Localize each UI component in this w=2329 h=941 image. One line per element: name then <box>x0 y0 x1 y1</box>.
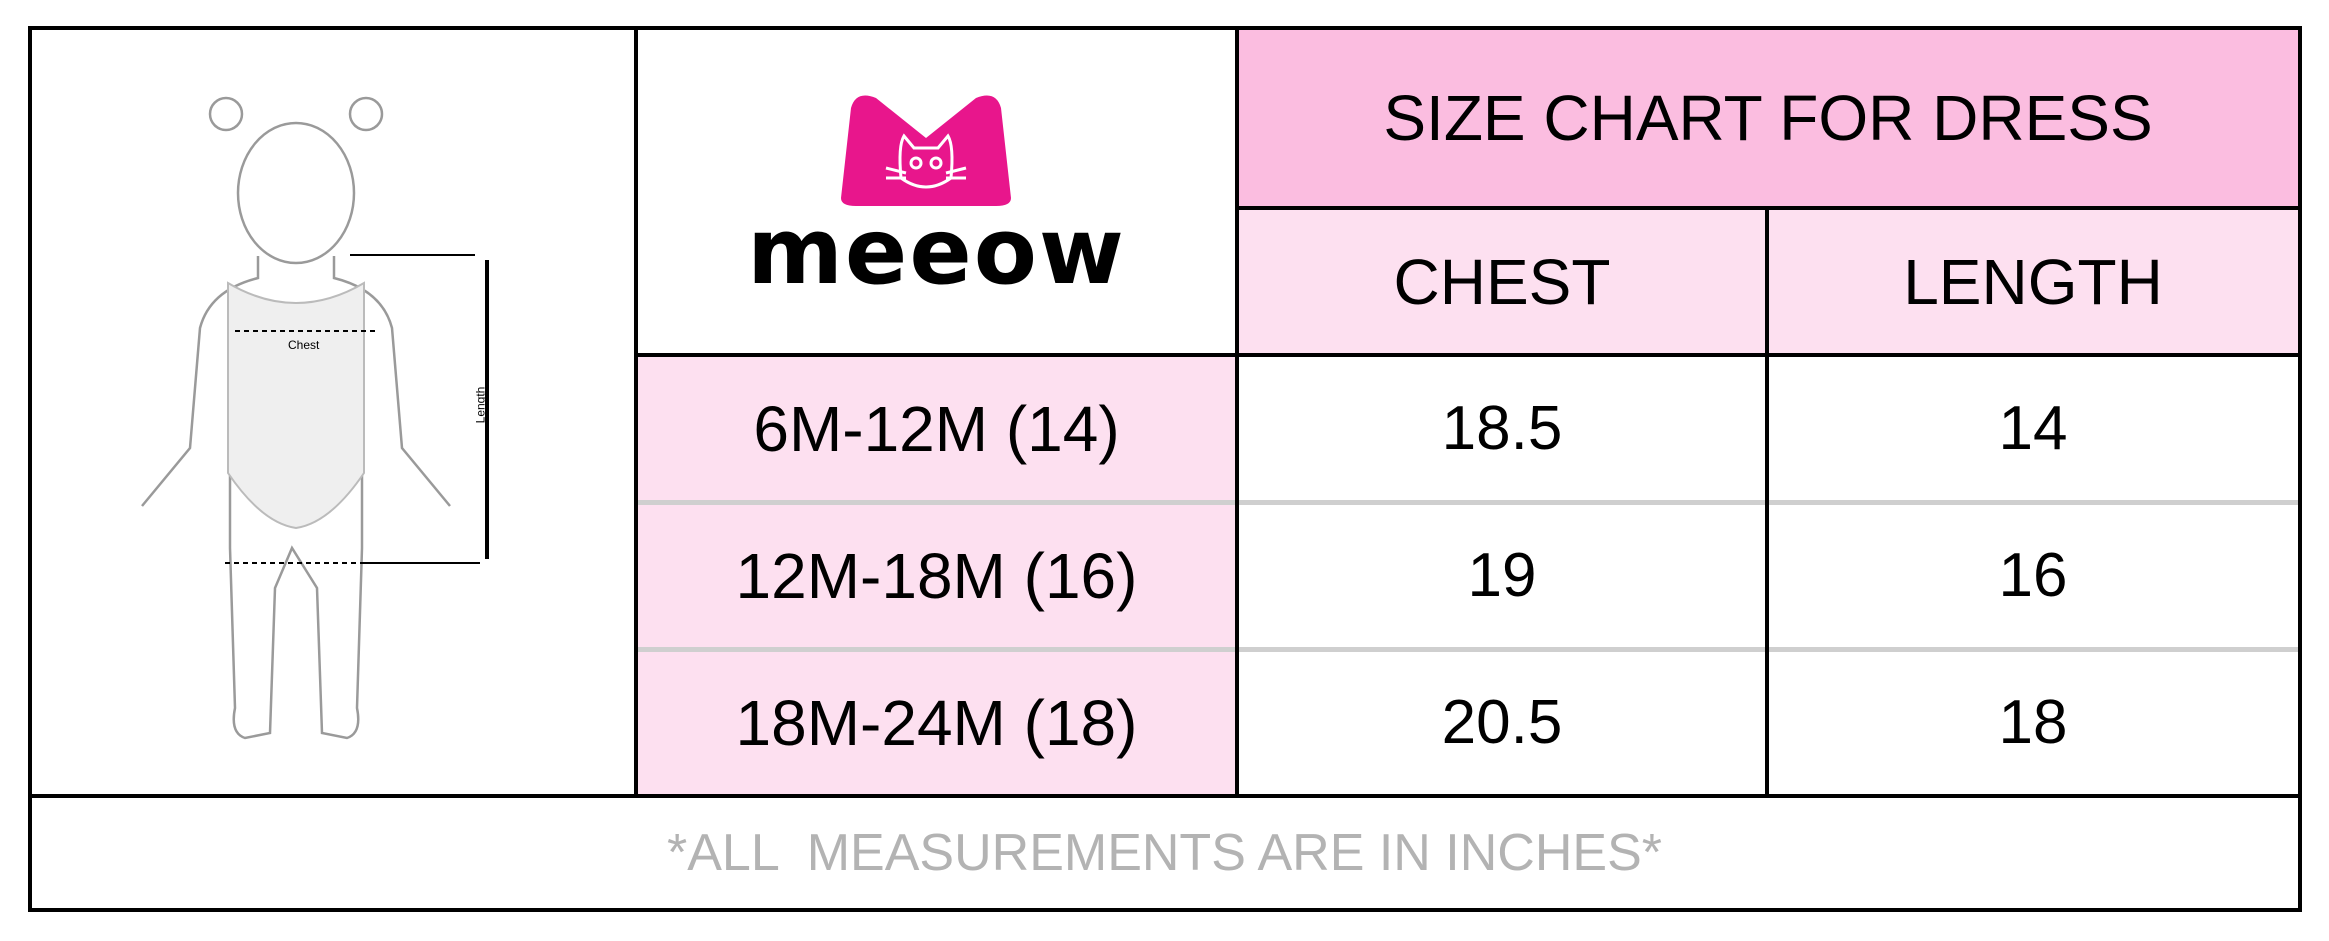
chest-cell: 20.5 <box>1441 688 1563 757</box>
table-border <box>28 794 2302 798</box>
table-border <box>634 26 638 796</box>
length-cell: 18 <box>1998 688 2068 757</box>
brand-name: meeow <box>747 198 1126 305</box>
table-border <box>1235 26 1239 796</box>
size-cell: 6M-12M (14) <box>753 392 1120 465</box>
length-cell: 14 <box>1998 394 2068 463</box>
table-border <box>28 908 2302 912</box>
table-border <box>28 26 32 912</box>
table-border <box>2298 26 2302 912</box>
title-cell-bg <box>1237 28 2299 208</box>
child-measurement-illustration: Chest Length <box>30 28 636 796</box>
table-border <box>1765 206 1769 796</box>
brand-logo: meeow <box>636 28 1237 355</box>
meeow-m-cat-logo-icon <box>841 95 1011 206</box>
table-border <box>1237 206 2302 210</box>
child-figure-icon <box>141 96 489 740</box>
table-border <box>636 353 2302 357</box>
size-column-bg <box>636 355 1237 796</box>
footnote: *ALL MEASUREMENTS ARE IN INCHES* <box>667 824 1662 882</box>
length-cell: 16 <box>1998 541 2068 610</box>
column-header-chest: CHEST <box>1393 245 1611 318</box>
size-cell: 12M-18M (16) <box>735 539 1138 612</box>
chest-cell: 18.5 <box>1441 394 1563 463</box>
column-header-length: LENGTH <box>1903 245 2163 318</box>
size-cell: 18M-24M (18) <box>735 686 1138 759</box>
chest-label: Chest <box>288 338 320 352</box>
length-label: Length <box>473 386 488 424</box>
row-divider <box>636 647 2299 652</box>
chest-cell: 19 <box>1467 541 1537 610</box>
chart-title: SIZE CHART FOR DRESS <box>1383 82 2153 154</box>
table-border <box>28 26 2302 30</box>
row-divider <box>636 500 2299 505</box>
